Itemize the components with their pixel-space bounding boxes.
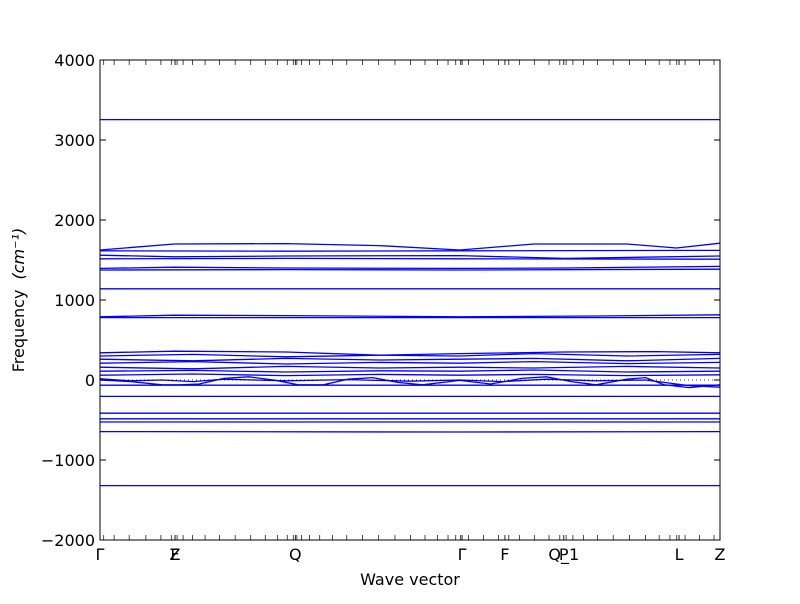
plot-frame — [100, 60, 720, 540]
x-tick-label-4: Q — [289, 545, 302, 564]
series-layer — [100, 120, 720, 486]
y-tick-label-2: −1000 — [41, 451, 95, 470]
band-line-5 — [100, 258, 720, 259]
ticks-layer — [100, 60, 720, 540]
y-axis-label-text: Frequency — [9, 290, 28, 373]
x-tick-label-8: Q_1 — [548, 545, 579, 565]
y-tick-label-6: 3000 — [54, 131, 95, 150]
y-tick-label-3: 0 — [85, 371, 95, 390]
x-tick-label-5: Γ — [458, 545, 467, 564]
band-line-9 — [100, 315, 720, 317]
band-line-3 — [100, 250, 720, 251]
band-line-13 — [100, 358, 720, 360]
x-tick-label-3: Z — [170, 545, 181, 564]
band-line-6 — [100, 266, 720, 268]
x-axis-label: Wave vector — [360, 570, 460, 589]
y-tick-label-4: 1000 — [54, 291, 95, 310]
y-axis-label: Frequency (cm⁻¹) — [9, 228, 28, 372]
y-tick-label-7: 4000 — [54, 51, 95, 70]
x-tick-label-9: L — [675, 545, 684, 564]
y-tick-label-1: −2000 — [41, 531, 95, 550]
band-line-7 — [100, 269, 720, 270]
band-line-14 — [100, 362, 720, 364]
high-symmetry-lines-layer — [175, 60, 679, 540]
y-axis-label-unit: (cm⁻¹) — [9, 228, 28, 280]
band-line-16 — [100, 370, 720, 372]
band-line-4 — [100, 255, 720, 258]
band-line-17 — [100, 374, 720, 376]
band-line-2 — [100, 243, 720, 250]
x-tick-label-6: F — [500, 545, 509, 564]
y-tick-label-5: 2000 — [54, 211, 95, 230]
x-tick-label-1: Γ — [96, 545, 105, 564]
x-tick-label-10: Z — [715, 545, 726, 564]
band-line-15 — [100, 366, 720, 368]
